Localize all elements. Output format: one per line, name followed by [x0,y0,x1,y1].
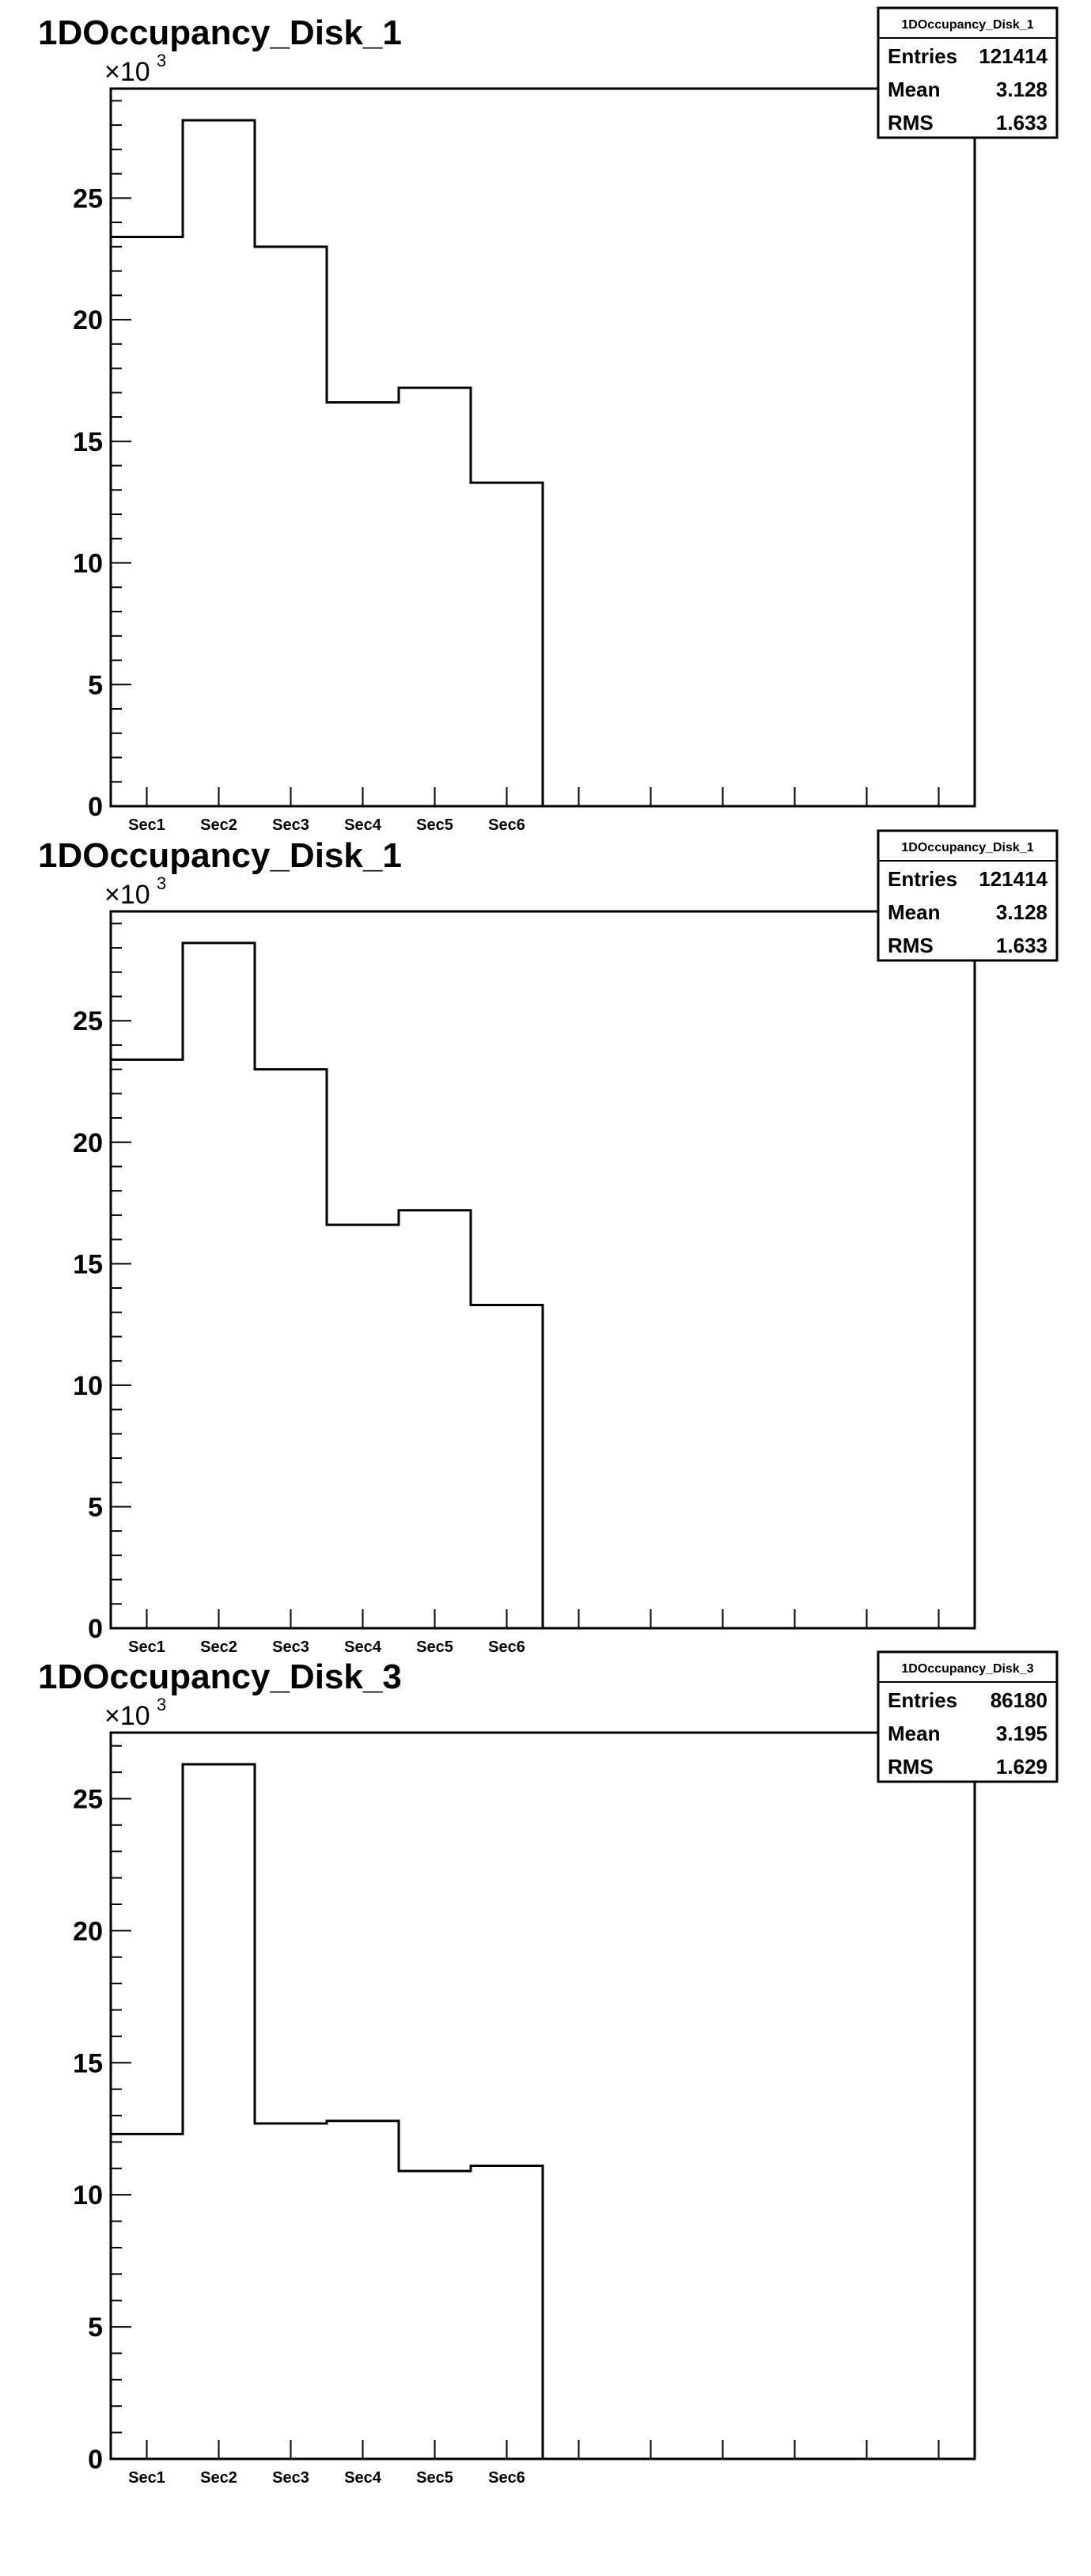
stats-key: Mean [888,78,940,101]
histogram-bin [327,2121,399,2459]
histogram-bin [471,483,543,806]
y-tick-label: 10 [73,549,103,579]
stats-frame [877,6,1059,139]
x-category-label: Sec1 [128,1638,165,1656]
y-tick-label: 5 [88,670,103,700]
stats-key: Mean [888,1722,940,1745]
y-multiplier-exponent: 3 [157,1695,166,1714]
y-tick-label: 15 [73,427,103,457]
y-tick-label: 10 [73,1371,103,1401]
y-tick-label: 20 [73,1128,103,1158]
histogram-bin [183,943,255,1628]
histogram-panel-2: 1DOccupancy_Disk_1 0 5 10 15 20 25 ×10 3 Sec1 Sec2… [38,829,1059,1656]
stats-histogram-name: 1DOccupancy_Disk_1 [901,841,1033,854]
stats-key: Entries [888,44,957,68]
y-multiplier-exponent: 3 [157,51,166,70]
stats-key: RMS [888,934,934,957]
histogram-outline [109,941,544,1628]
stats-histogram-name: 1DOccupancy_Disk_1 [901,18,1033,32]
stats-value: 1.629 [996,1755,1047,1779]
stats-value: 121414 [979,867,1047,891]
x-category-label: Sec1 [128,2469,165,2487]
x-category-label: Sec5 [416,1638,453,1656]
y-tick-label: 5 [88,1492,103,1522]
stats-value: 3.128 [996,900,1047,924]
stats-value: 121414 [979,44,1047,68]
y-tick-label: 25 [73,1784,103,1814]
stats-value: 86180 [991,1688,1047,1712]
stats-key: Entries [888,867,957,891]
histogram-bin [111,2134,183,2459]
stats-value: 3.128 [996,78,1047,101]
stats-histogram-name: 1DOccupancy_Disk_3 [901,1662,1033,1676]
y-tick-label: 0 [88,2445,103,2475]
histogram-bin [327,403,399,806]
histogram-bin [255,247,327,806]
histogram-bin [471,1305,543,1628]
stats-key: RMS [888,1755,934,1779]
stats-value: 3.195 [996,1722,1047,1745]
chart-title: 1DOccupancy_Disk_1 [38,836,402,875]
x-category-label: Sec4 [344,1638,382,1656]
histogram-bin [183,120,255,806]
x-category-label: Sec6 [488,816,525,834]
x-category-label: Sec2 [200,1638,237,1656]
stats-box: 1DOccupancy_Disk_1 Entries 121414 Mean 3.128… [877,6,1059,139]
y-tick-label: 0 [88,1614,103,1644]
histogram-bin [111,1059,183,1628]
histogram-bin [399,1210,471,1628]
histogram-outline [109,1763,544,2459]
histogram-bin [255,1070,327,1628]
stats-frame [877,1650,1059,1783]
y-tick-label: 5 [88,2313,103,2343]
y-tick-label: 20 [73,1916,103,1946]
histogram-bin [111,237,183,806]
chart-title: 1DOccupancy_Disk_1 [38,13,402,52]
y-tick-label: 25 [73,1006,103,1036]
y-multiplier-label: ×10 [104,1701,150,1731]
stats-value: 1.633 [996,111,1047,134]
stats-key: RMS [888,111,934,134]
histogram-bin [471,2165,543,2459]
histogram-outline [109,119,544,806]
x-category-label: Sec6 [488,2469,525,2487]
x-category-label: Sec2 [200,2469,237,2487]
stats-key: Entries [888,1688,957,1712]
chart-title: 1DOccupancy_Disk_3 [38,1657,402,1696]
stats-box: 1DOccupancy_Disk_3 Entries 86180 Mean 3.195 R… [877,1650,1059,1783]
x-category-label: Sec4 [344,2469,382,2487]
y-multiplier-label: ×10 [104,880,150,910]
x-category-label: Sec4 [344,816,382,834]
histogram-bin [255,2123,327,2459]
stats-value: 1.633 [996,934,1047,957]
x-category-label: Sec3 [272,1638,309,1656]
x-category-label: Sec6 [488,1638,525,1656]
histogram-panel-1: 1DOccupancy_Disk_1 0 5 10 15 20 25 ×10 3 Sec1 Sec2… [38,6,1059,834]
y-multiplier-exponent: 3 [157,873,166,893]
x-category-label: Sec5 [416,2469,453,2487]
x-category-label: Sec3 [272,816,309,834]
x-category-label: Sec1 [128,816,165,834]
histogram-panel-3: 1DOccupancy_Disk_3 0 5 10 15 20 25 ×10 3 Sec1 Sec2… [38,1650,1059,2487]
histogram-bin [183,1764,255,2459]
y-tick-label: 0 [88,792,103,822]
y-tick-label: 25 [73,184,103,214]
histogram-bin [399,2171,471,2459]
stats-frame [877,829,1059,962]
stats-box: 1DOccupancy_Disk_1 Entries 121414 Mean 3.128… [877,829,1059,962]
histogram-bin [327,1225,399,1628]
x-category-label: Sec5 [416,816,453,834]
y-tick-label: 15 [73,2048,103,2078]
histogram-bin [399,388,471,806]
x-category-label: Sec2 [200,816,237,834]
y-tick-label: 20 [73,305,103,335]
x-category-label: Sec3 [272,2469,309,2487]
y-tick-label: 15 [73,1249,103,1279]
y-multiplier-label: ×10 [104,57,150,87]
y-tick-label: 10 [73,2180,103,2210]
stats-key: Mean [888,900,940,924]
